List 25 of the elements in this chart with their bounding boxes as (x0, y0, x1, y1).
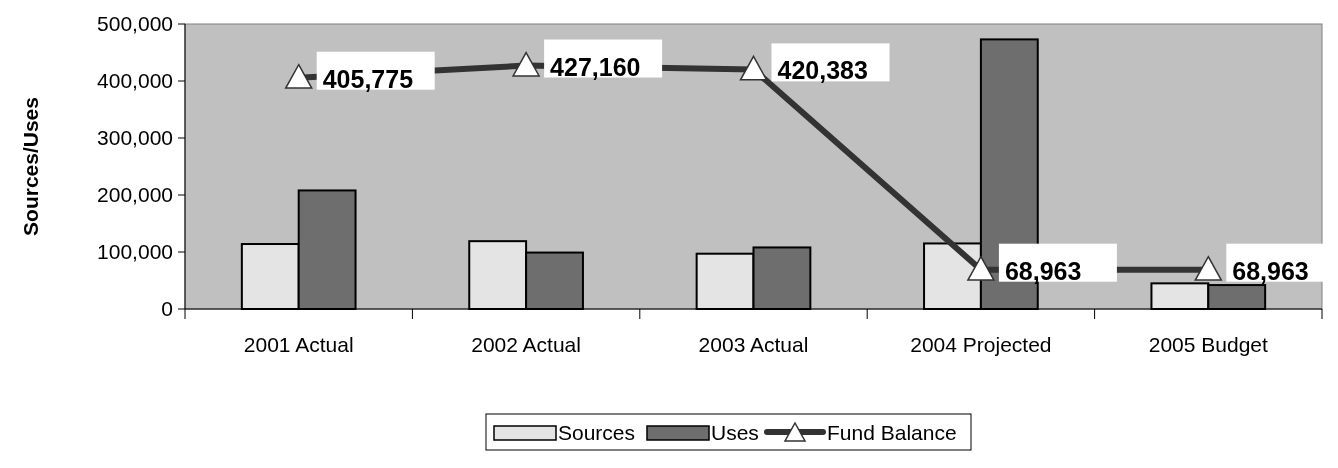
legend-label: Sources (558, 421, 636, 444)
point (967, 255, 995, 281)
x-tick-label: 2002 Actual (471, 333, 581, 356)
point (1194, 255, 1223, 281)
y-tick-label: 400,000 (97, 69, 173, 92)
x-tick-label: 2005 Budget (1148, 333, 1269, 356)
data-label: 68,963 (1232, 256, 1309, 285)
point (739, 55, 768, 81)
legend-label: Fund Balance (827, 421, 957, 444)
data-label: 420,383 (777, 56, 868, 85)
data-label: 405,775 (322, 64, 414, 93)
y-axis-title: Sources/Uses (19, 97, 42, 236)
point (512, 51, 540, 77)
x-tick-label: 2001 Actual (243, 333, 354, 356)
data-label: 427,160 (550, 52, 641, 81)
x-tick-label: 2004 Projected (910, 333, 1052, 356)
y-tick-label: 300,000 (97, 126, 173, 149)
y-tick-label: 100,000 (97, 240, 173, 263)
y-tick-label: 200,000 (97, 183, 173, 206)
y-tick-label: 500,000 (97, 12, 173, 35)
x-tick-label: 2003 Actual (698, 333, 809, 356)
legend-label: Uses (711, 421, 759, 444)
point (284, 63, 313, 89)
data-label: 68,963 (1004, 256, 1082, 285)
y-tick-label: 0 (161, 297, 173, 320)
